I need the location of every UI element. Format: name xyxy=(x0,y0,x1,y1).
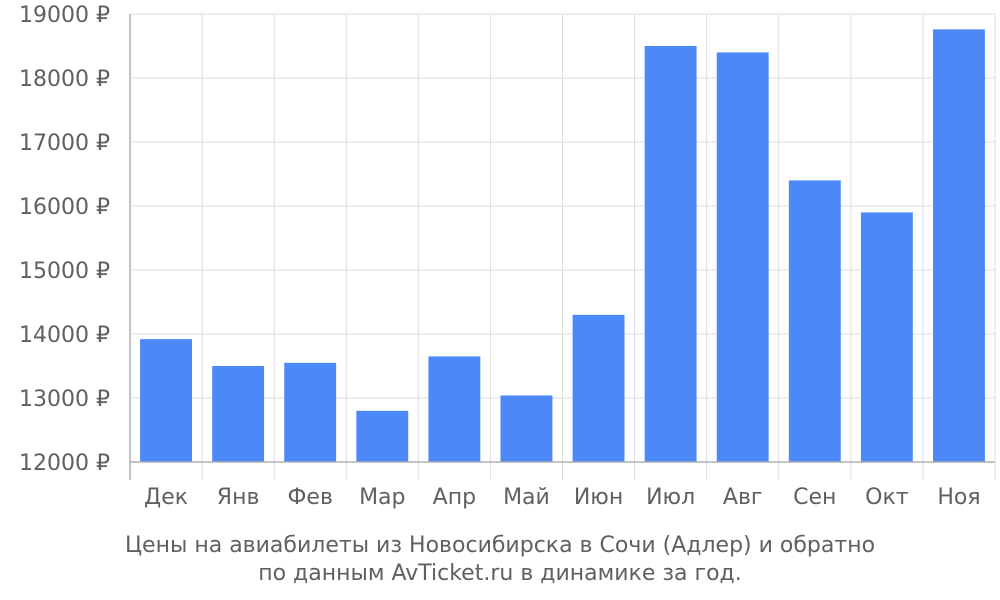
bar xyxy=(716,52,769,463)
y-tick-label: 16000 ₽ xyxy=(19,195,110,220)
x-tick-label: Ноя xyxy=(937,485,980,510)
x-tick-labels: Дек Янв Фев Мар Апр Май Июн Июл Авг Сен Окт Ноя xyxy=(144,485,981,510)
chart-caption: Цены на авиабилеты из Новосибирска в Соч… xyxy=(0,532,1000,588)
x-tick-label: Янв xyxy=(217,485,260,510)
x-tick-label: Июн xyxy=(574,485,623,510)
y-tick-label: 12000 ₽ xyxy=(19,451,110,476)
bar xyxy=(212,366,265,462)
caption-line-1: Цены на авиабилеты из Новосибирска в Соч… xyxy=(124,533,876,558)
x-tick-label: Мар xyxy=(359,485,405,510)
bar xyxy=(644,46,697,462)
x-tick-label: Сен xyxy=(793,485,836,510)
grid xyxy=(130,13,996,480)
y-tick-label: 15000 ₽ xyxy=(19,259,110,284)
y-tick-label: 17000 ₽ xyxy=(19,131,110,156)
y-tick-label: 18000 ₽ xyxy=(19,67,110,92)
caption-line-2: по данным AvTicket.ru в динамике за год. xyxy=(258,561,742,586)
y-tick-label: 13000 ₽ xyxy=(19,387,110,412)
y-tick-labels: 12000 ₽ 13000 ₽ 14000 ₽ 15000 ₽ 16000 ₽ 17000… xyxy=(19,3,110,476)
bar xyxy=(500,395,553,462)
bar xyxy=(788,180,841,462)
bar xyxy=(428,356,481,462)
bar xyxy=(284,362,337,462)
bar xyxy=(572,314,625,462)
bars xyxy=(140,29,985,463)
bar-chart: 12000 ₽ 13000 ₽ 14000 ₽ 15000 ₽ 16000 ₽ 17000… xyxy=(19,3,996,510)
x-tick-label: Апр xyxy=(433,485,476,510)
y-tick-label: 14000 ₽ xyxy=(19,323,110,348)
x-tick-label: Окт xyxy=(865,485,909,510)
y-tick-label: 19000 ₽ xyxy=(19,3,110,28)
x-tick-label: Июл xyxy=(646,485,695,510)
x-tick-label: Авг xyxy=(723,485,763,510)
bar xyxy=(860,212,913,462)
x-tick-label: Фев xyxy=(287,485,332,510)
axes xyxy=(129,14,995,480)
x-tick-label: Дек xyxy=(144,485,188,510)
bar xyxy=(140,339,192,462)
x-tick-label: Май xyxy=(503,485,550,510)
bar xyxy=(933,29,985,463)
bar xyxy=(356,410,409,462)
